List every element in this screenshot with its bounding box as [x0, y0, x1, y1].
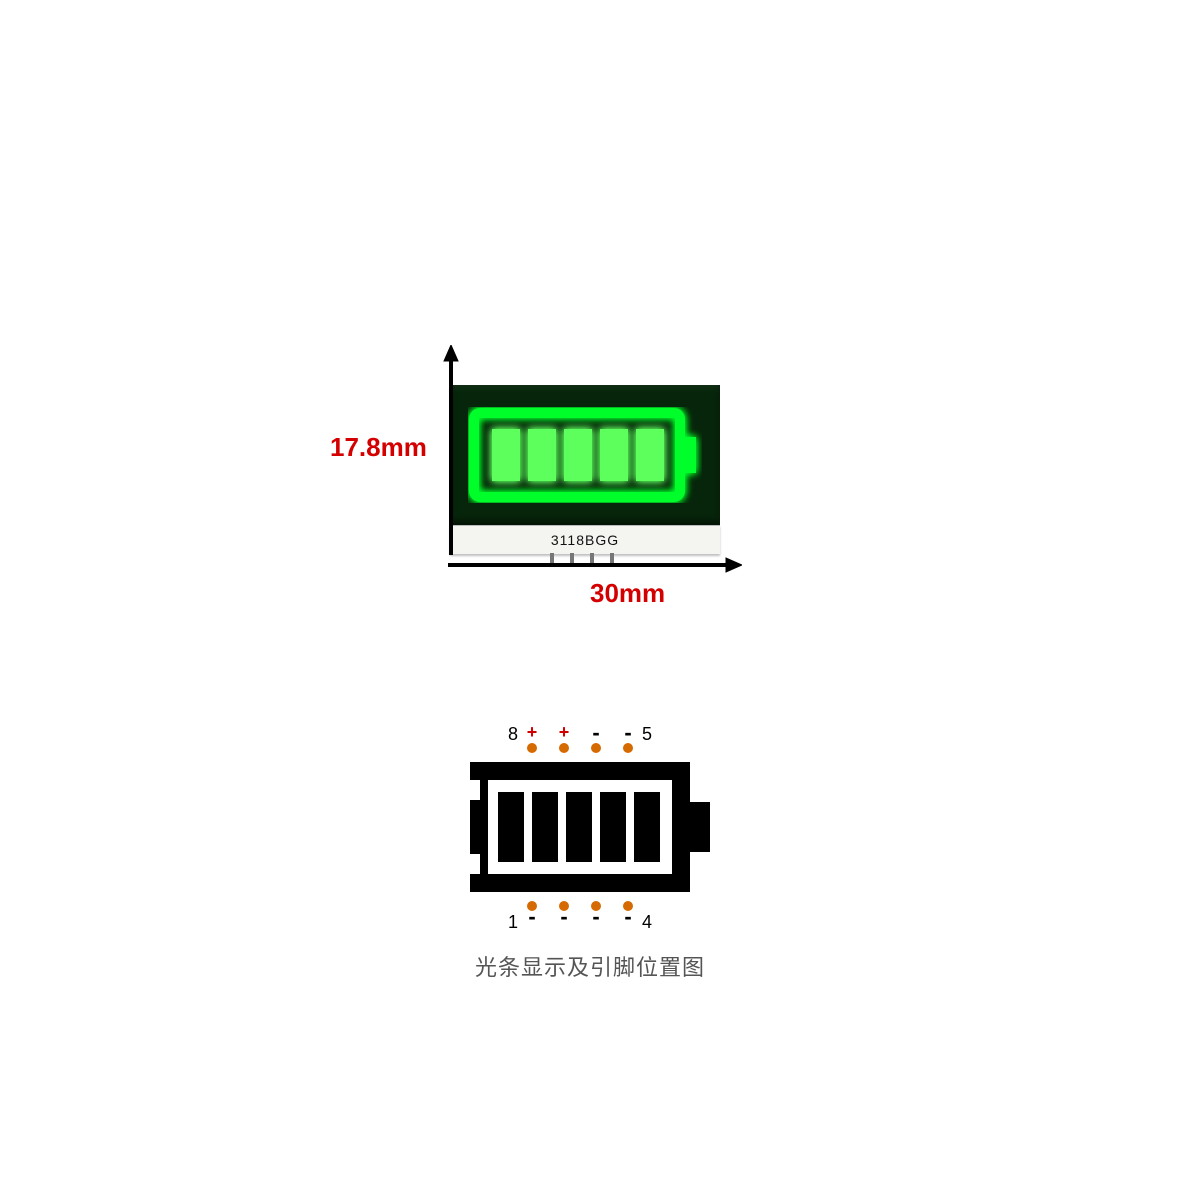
svg-text:-: -: [592, 904, 599, 929]
battery-outline-icon: [470, 762, 710, 892]
height-arrow-icon: [442, 345, 460, 565]
svg-text:+: +: [559, 722, 570, 742]
svg-text:8: 8: [508, 724, 518, 744]
part-number-label: 3118BGG: [450, 525, 720, 554]
svg-text:-: -: [560, 904, 567, 929]
width-dimension-label: 30mm: [590, 578, 665, 609]
width-arrow-icon: [442, 556, 742, 574]
module-body: [450, 385, 720, 525]
top-pin-row: 8 + + - - 5: [508, 720, 652, 753]
bottom-pin-row: 1 - - - - 4: [508, 901, 652, 932]
svg-text:5: 5: [642, 724, 652, 744]
svg-text:1: 1: [508, 912, 518, 932]
height-dimension-label: 17.8mm: [330, 432, 427, 463]
svg-text:-: -: [528, 904, 535, 929]
svg-text:-: -: [624, 904, 631, 929]
svg-text:-: -: [624, 720, 631, 745]
pinout-diagram: 8 + + - - 5: [440, 720, 740, 950]
pinout-caption: 光条显示及引脚位置图: [440, 950, 740, 982]
svg-text:4: 4: [642, 912, 652, 932]
svg-text:+: +: [527, 722, 538, 742]
svg-text:-: -: [592, 720, 599, 745]
led-module-figure: 3118BGG: [450, 385, 720, 555]
